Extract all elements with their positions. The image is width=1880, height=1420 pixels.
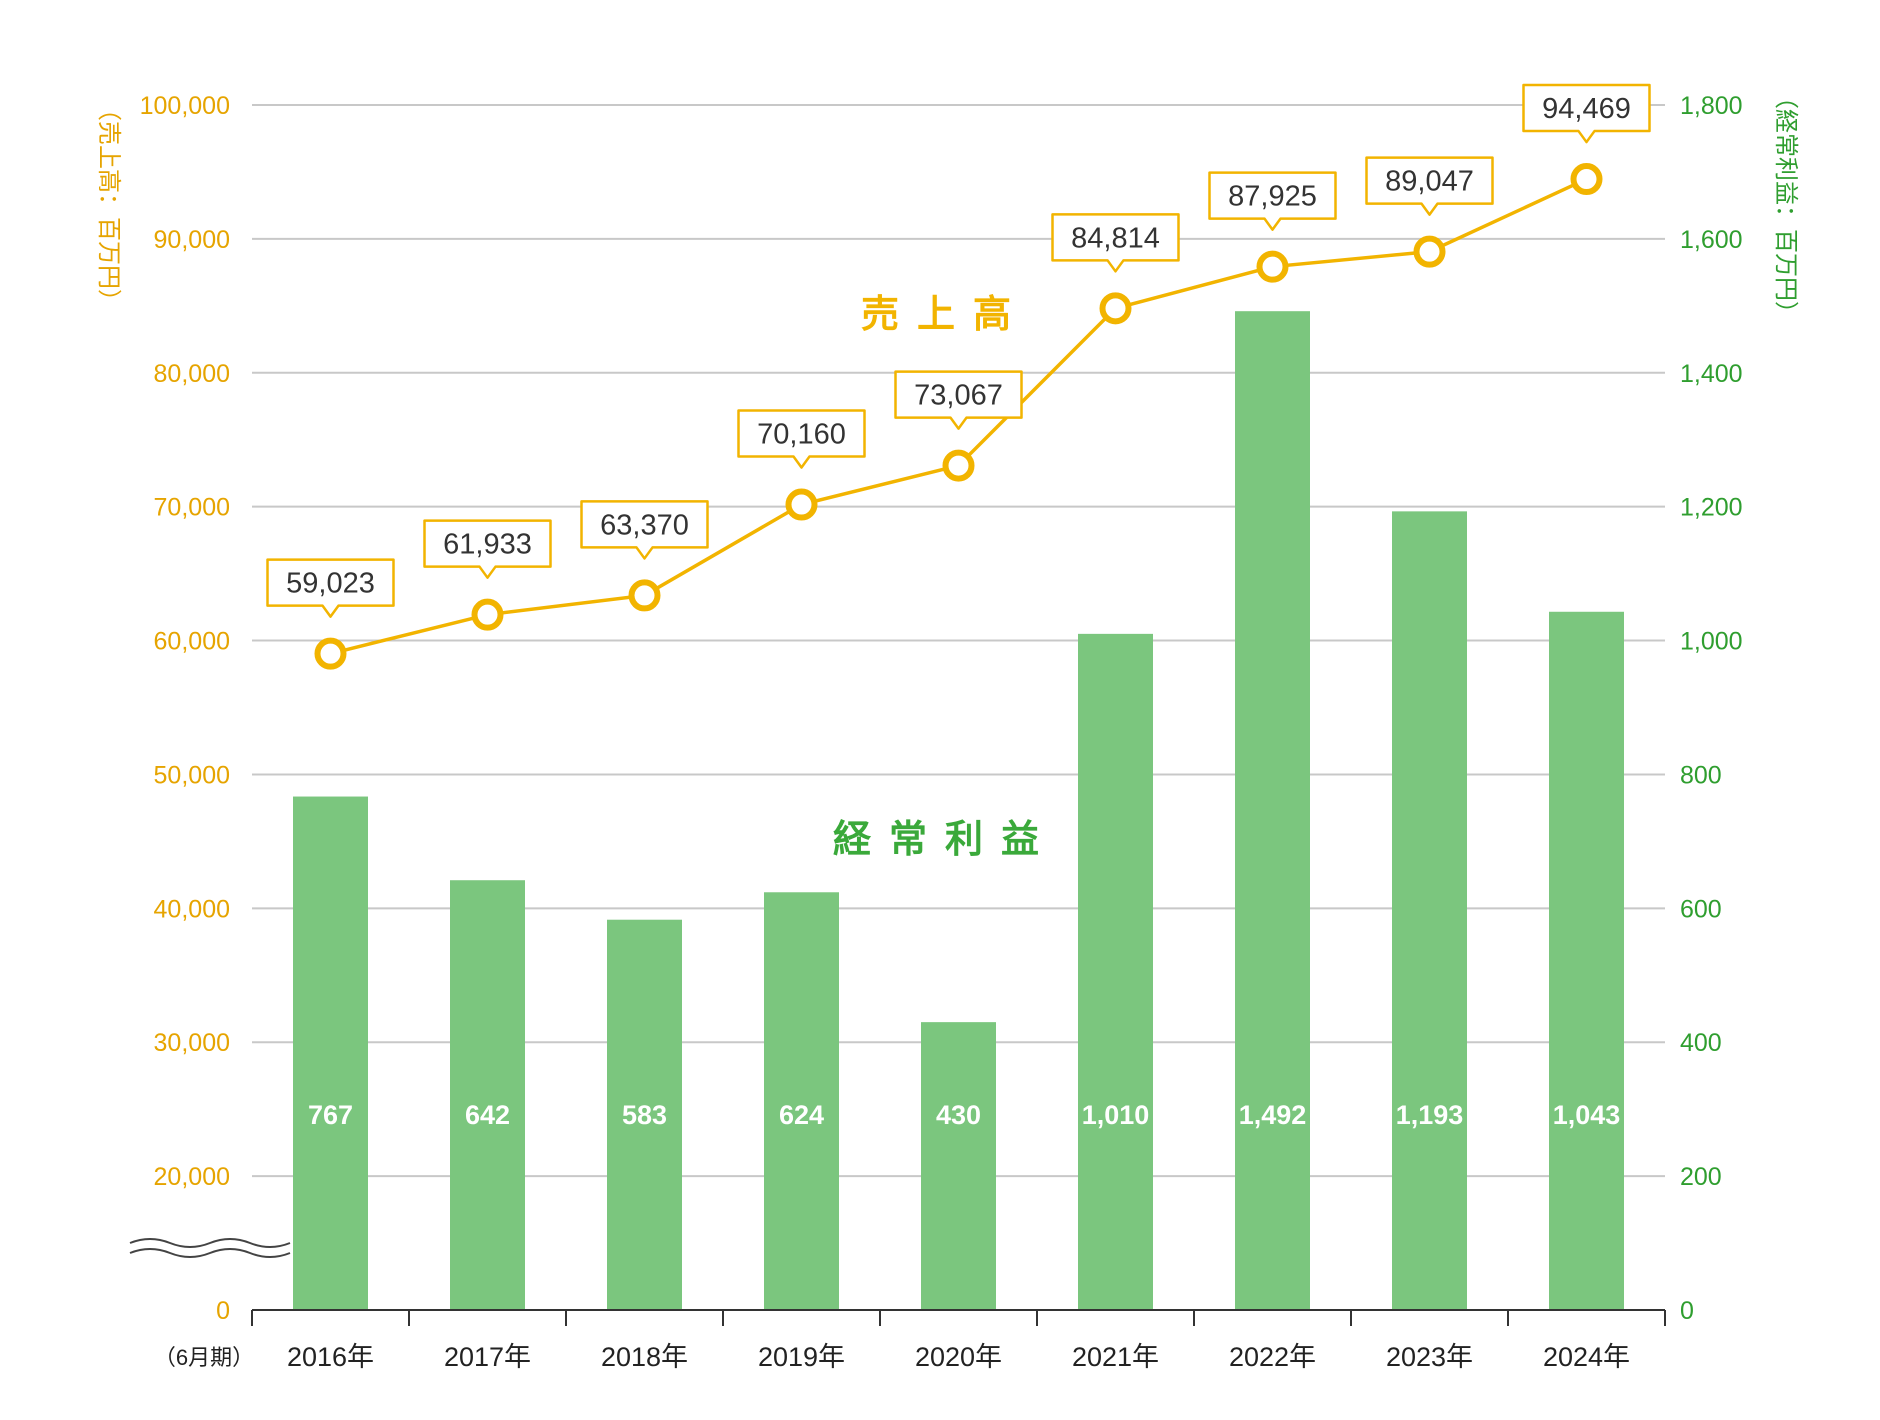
profit-bar-label: 642 [465, 1100, 510, 1130]
series-label-sales: 売上高 [861, 294, 1029, 336]
callouts: 59,023 61,933 63,370 70,160 73,067 84,814 87,9… [266, 83, 1651, 618]
x-tick-label: 2016年 [287, 1342, 374, 1372]
x-tick-label: 2023年 [1386, 1342, 1473, 1372]
profit-bar-label: 583 [622, 1100, 667, 1130]
left-tick-label: 80,000 [154, 360, 230, 388]
sales-point [471, 598, 504, 631]
right-tick-label: 1,800 [1680, 92, 1743, 120]
profit-bar [1078, 633, 1153, 1310]
profit-bar-label: 767 [308, 1100, 353, 1130]
sales-callout [1522, 83, 1651, 144]
profit-bar [764, 892, 839, 1310]
profit-bar [921, 1022, 996, 1310]
sales-callout-label: 61,933 [443, 529, 532, 561]
right-tick-label: 800 [1680, 761, 1722, 789]
profit-bar [1235, 311, 1310, 1310]
axis-break-mark [129, 1248, 291, 1258]
sales-callout-label: 84,814 [1071, 222, 1160, 254]
left-tick-label: 70,000 [154, 494, 230, 522]
sales-point [1570, 163, 1603, 196]
sales-point [1413, 235, 1446, 268]
sales-callout [1051, 213, 1180, 273]
x-tick-label: 2020年 [915, 1342, 1002, 1372]
right-tick-label: 200 [1680, 1163, 1722, 1191]
sales-callout [266, 558, 395, 618]
profit-bar [293, 796, 368, 1310]
profit-bar [1392, 511, 1467, 1310]
bar-series: 767 642 583 624 430 1,010 1,492 1,193 1,043 [293, 311, 1624, 1310]
right-axis-title: （経常利益：百万円） [1772, 85, 1799, 325]
sales-point [314, 637, 347, 670]
profit-bar-label: 624 [779, 1100, 824, 1130]
sales-callout [1365, 156, 1494, 216]
sales-callout-label: 59,023 [286, 568, 375, 600]
x-tick-label: 2022年 [1229, 1342, 1316, 1372]
x-tick-label: 2018年 [601, 1342, 688, 1372]
sales-callout-label: 73,067 [914, 380, 1003, 412]
series-label-profit: 経常利益 [833, 819, 1057, 861]
right-tick-label: 1,000 [1680, 628, 1743, 656]
sales-point [628, 579, 661, 612]
left-tick-label: 60,000 [154, 628, 230, 656]
left-axis-title: （売上高：百万円） [95, 97, 122, 313]
profit-bar [607, 919, 682, 1310]
left-tick-label: 20,000 [154, 1163, 230, 1191]
sales-callout [1208, 171, 1337, 231]
x-tick-label: 2017年 [444, 1342, 531, 1372]
right-tick-label: 400 [1680, 1029, 1722, 1057]
x-tick-label: 2021年 [1072, 1342, 1159, 1372]
left-tick-label: 0 [216, 1297, 230, 1325]
x-tick-label: 2024年 [1543, 1342, 1630, 1372]
profit-bar [450, 880, 525, 1310]
sales-point [1099, 292, 1132, 325]
left-tick-label: 100,000 [140, 92, 230, 120]
line-series [314, 163, 1603, 670]
x-tick-label: 2019年 [758, 1342, 845, 1372]
sales-callout-label: 87,925 [1228, 181, 1317, 213]
sales-point [1256, 250, 1289, 283]
profit-bar-label: 1,193 [1396, 1100, 1464, 1130]
sales-callout-label: 63,370 [600, 509, 689, 541]
left-tick-label: 30,000 [154, 1029, 230, 1057]
sales-point [942, 449, 975, 482]
sales-callout-label: 94,469 [1542, 93, 1631, 125]
sales-point [785, 488, 818, 521]
profit-bar-label: 430 [936, 1100, 981, 1130]
sales-callout [580, 500, 709, 560]
sales-callout-label: 89,047 [1385, 166, 1474, 198]
labels: 売上高 経常利益 （6月期） （売上高：百万円） （経常利益：百万円） [95, 85, 1799, 1370]
right-tick-label: 1,400 [1680, 360, 1743, 388]
profit-bar-label: 1,492 [1239, 1100, 1307, 1130]
period-label: （6月期） [154, 1345, 254, 1370]
left-tick-label: 50,000 [154, 761, 230, 789]
profit-bar-label: 1,043 [1553, 1100, 1621, 1130]
right-tick-label: 1,600 [1680, 226, 1743, 254]
left-tick-label: 90,000 [154, 226, 230, 254]
sales-callout [423, 519, 552, 579]
sales-callout [894, 370, 1023, 430]
profit-bar [1549, 611, 1624, 1310]
right-tick-label: 0 [1680, 1297, 1694, 1325]
axis-break-mark [129, 1238, 291, 1248]
axes: 0 20,000 30,000 40,000 50,000 60,000 70,000 80,… [129, 92, 1743, 1372]
sales-callout [737, 409, 866, 469]
left-tick-label: 40,000 [154, 895, 230, 923]
profit-bar-label: 1,010 [1082, 1100, 1150, 1130]
right-tick-label: 600 [1680, 895, 1722, 923]
right-tick-label: 1,200 [1680, 494, 1743, 522]
sales-callout-label: 70,160 [757, 419, 846, 451]
